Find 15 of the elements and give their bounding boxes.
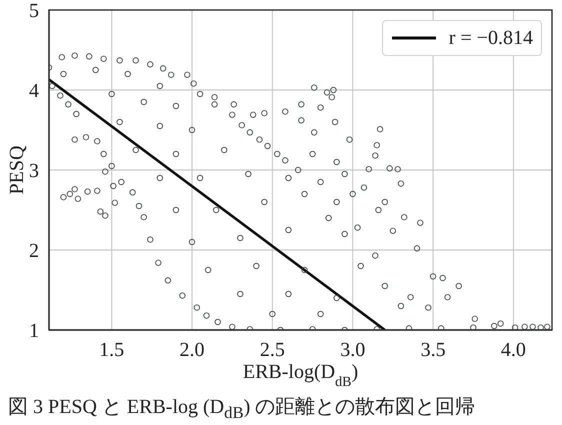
x-tick-label: 2.5 [260,339,285,362]
y-tick-label: 2 [29,240,39,262]
y-tick-label: 1 [29,320,39,342]
x-tick-label: 3.0 [340,339,366,362]
y-tick-label: 4 [29,80,39,102]
y-axis-title: PESQ [6,144,28,194]
x-tick-label: 2.0 [180,339,205,362]
legend-label: r = −0.814 [448,26,533,50]
x-tick-label: 3.5 [420,339,446,362]
x-tick-label: 4.0 [500,339,526,362]
x-tick-label: 1.5 [99,339,124,362]
y-tick-label: 5 [29,0,39,22]
x-axis-title: ERB-log(D$_{dB}$) [242,361,358,390]
caption: 図 3 PESQ と ERB-log (D$_{dB}$) の距離との散布図と回帰 [8,395,476,424]
y-tick-label: 3 [29,160,39,182]
